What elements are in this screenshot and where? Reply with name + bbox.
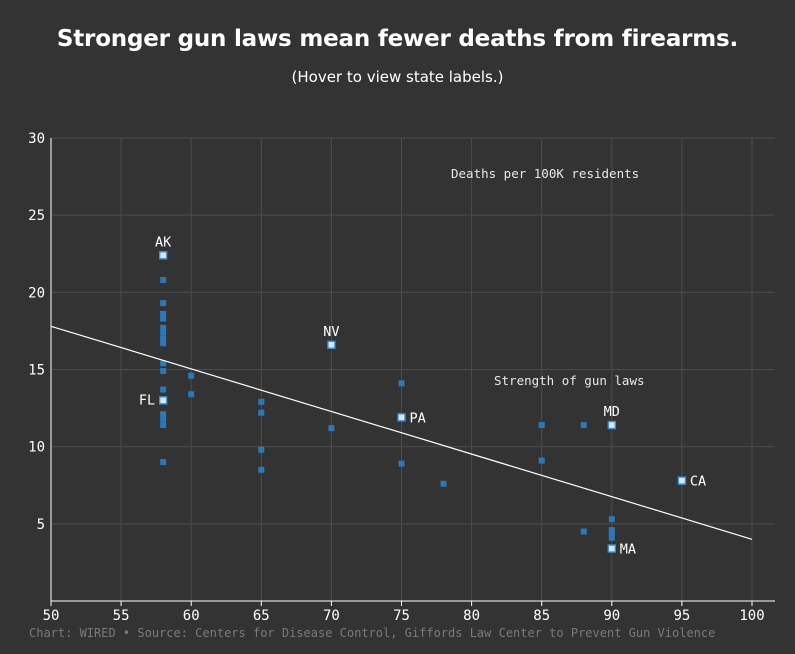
data-points[interactable] — [160, 276, 615, 541]
highlighted-points[interactable]: AK FL NV PA MD MA CA — [139, 234, 706, 557]
point-label-ma: MA — [620, 542, 636, 558]
axis-lines — [50, 138, 775, 606]
data-point[interactable] — [160, 422, 167, 429]
data-point[interactable] — [188, 391, 195, 398]
data-point[interactable] — [538, 457, 545, 464]
highlighted-point-pa[interactable] — [397, 413, 406, 422]
data-point[interactable] — [160, 329, 167, 336]
point-label-ca: CA — [690, 474, 706, 490]
data-point[interactable] — [580, 422, 587, 429]
data-point[interactable] — [160, 315, 167, 322]
x-tick-label: 55 — [113, 608, 130, 624]
data-point[interactable] — [398, 460, 405, 467]
y-tick-label: 30 — [28, 131, 45, 147]
x-tick-label: 90 — [603, 608, 620, 624]
data-point[interactable] — [160, 415, 167, 422]
point-label-fl: FL — [139, 392, 155, 408]
point-label-md: MD — [604, 404, 620, 420]
data-point[interactable] — [160, 324, 167, 331]
y-tick-label: 5 — [37, 517, 45, 533]
data-point[interactable] — [608, 527, 615, 534]
data-point[interactable] — [608, 534, 615, 541]
x-tick-label: 95 — [673, 608, 690, 624]
data-point[interactable] — [160, 386, 167, 393]
data-point[interactable] — [160, 360, 167, 367]
data-point[interactable] — [188, 372, 195, 379]
highlighted-point-ak[interactable] — [158, 251, 168, 260]
y-tick-label: 10 — [28, 440, 45, 456]
data-point[interactable] — [258, 398, 265, 405]
y-tick-label: 15 — [28, 363, 45, 379]
y-tick-label: 20 — [28, 285, 45, 301]
data-point[interactable] — [160, 368, 167, 375]
data-point[interactable] — [608, 530, 615, 537]
x-tick-label: 70 — [323, 608, 340, 624]
trend-line — [50, 325, 753, 540]
chart-source: Chart: WIRED • Source: Centers for Disea… — [29, 626, 716, 640]
data-point[interactable] — [160, 300, 167, 307]
highlighted-point-nv[interactable] — [327, 340, 336, 350]
grid-lines — [51, 137, 775, 601]
data-point[interactable] — [160, 335, 167, 342]
x-tick-label: 65 — [253, 608, 270, 624]
data-point[interactable] — [258, 409, 265, 416]
data-point[interactable] — [580, 528, 587, 535]
data-point[interactable] — [160, 459, 167, 466]
data-point[interactable] — [160, 276, 167, 283]
data-point[interactable] — [160, 310, 167, 317]
chart-title: Stronger gun laws mean fewer deaths from… — [56, 26, 739, 52]
point-label-ak: AK — [155, 234, 172, 250]
y-axis-label: Deaths per 100K residents — [451, 166, 639, 181]
x-tick-label: 75 — [393, 608, 410, 624]
x-axis-label: Strength of gun laws — [494, 373, 645, 388]
data-point[interactable] — [328, 425, 335, 432]
data-point[interactable] — [258, 466, 265, 473]
data-point[interactable] — [538, 422, 545, 429]
highlighted-point-ca[interactable] — [677, 476, 687, 485]
highlighted-point-fl[interactable] — [158, 396, 168, 405]
data-point[interactable] — [258, 446, 265, 453]
tick-labels: 50 55 60 65 70 75 80 85 90 95 100 5 10 15 20 25 30 — [28, 131, 765, 624]
x-tick-label: 50 — [43, 608, 60, 624]
data-point[interactable] — [160, 411, 167, 418]
x-tick-label: 80 — [463, 608, 480, 624]
x-tick-label: 100 — [739, 608, 764, 624]
highlighted-point-md[interactable] — [607, 420, 616, 430]
data-point[interactable] — [440, 480, 447, 487]
data-point[interactable] — [160, 340, 167, 347]
data-point[interactable] — [608, 516, 615, 523]
highlighted-point-ma[interactable] — [607, 544, 616, 553]
chart-subtitle: (Hover to view state labels.) — [291, 68, 504, 86]
y-tick-label: 25 — [28, 208, 45, 224]
x-tick-label: 60 — [183, 608, 200, 624]
point-label-pa: PA — [410, 410, 426, 426]
data-point[interactable] — [398, 380, 405, 387]
x-tick-label: 85 — [533, 608, 550, 624]
point-label-nv: NV — [323, 324, 339, 340]
